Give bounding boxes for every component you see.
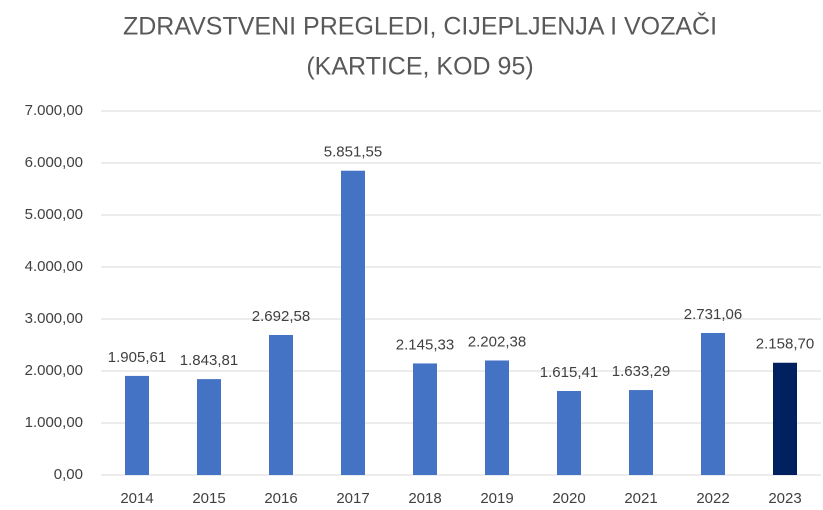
y-tick-label: 5.000,00 xyxy=(25,206,83,223)
bar xyxy=(701,332,725,475)
bar xyxy=(125,375,149,475)
x-tick-label: 2021 xyxy=(624,490,657,507)
x-tick-label: 2017 xyxy=(336,490,369,507)
x-tick-label: 2018 xyxy=(408,490,441,507)
y-tick-label: 3.000,00 xyxy=(25,310,83,327)
bar xyxy=(557,390,581,475)
x-tick-label: 2014 xyxy=(120,490,153,507)
y-tick-label: 6.000,00 xyxy=(25,154,83,171)
x-tick-label: 2015 xyxy=(192,490,225,507)
data-label: 2.692,58 xyxy=(252,308,310,325)
y-tick-label: 0,00 xyxy=(54,466,83,483)
data-label: 5.851,55 xyxy=(324,144,382,161)
y-tick-label: 2.000,00 xyxy=(25,362,83,379)
x-tick-label: 2023 xyxy=(768,490,801,507)
bar xyxy=(197,379,221,475)
y-tick-label: 7.000,00 xyxy=(25,102,83,119)
bar xyxy=(485,360,509,475)
data-label: 1.633,29 xyxy=(612,363,670,380)
y-tick-label: 4.000,00 xyxy=(25,258,83,275)
data-label: 1.615,41 xyxy=(540,364,598,381)
data-label: 1.905,61 xyxy=(108,349,166,366)
data-label: 2.145,33 xyxy=(396,336,454,353)
chart-title: (KARTICE, KOD 95) xyxy=(306,53,533,81)
bar xyxy=(629,390,653,475)
chart-title: ZDRAVSTVENI PREGLEDI, CIJEPLJENJA I VOZA… xyxy=(123,12,717,41)
data-label: 2.158,70 xyxy=(756,336,814,353)
bar xyxy=(413,363,437,475)
bar xyxy=(773,362,797,475)
data-label: 2.731,06 xyxy=(684,306,742,323)
bar xyxy=(341,170,365,475)
y-tick-label: 1.000,00 xyxy=(25,414,83,431)
x-tick-label: 2016 xyxy=(264,490,297,507)
x-tick-label: 2020 xyxy=(552,490,585,507)
data-label: 2.202,38 xyxy=(468,333,526,350)
x-tick-label: 2022 xyxy=(696,490,729,507)
bar xyxy=(269,334,293,475)
x-tick-label: 2019 xyxy=(480,490,513,507)
data-label: 1.843,81 xyxy=(180,352,238,369)
